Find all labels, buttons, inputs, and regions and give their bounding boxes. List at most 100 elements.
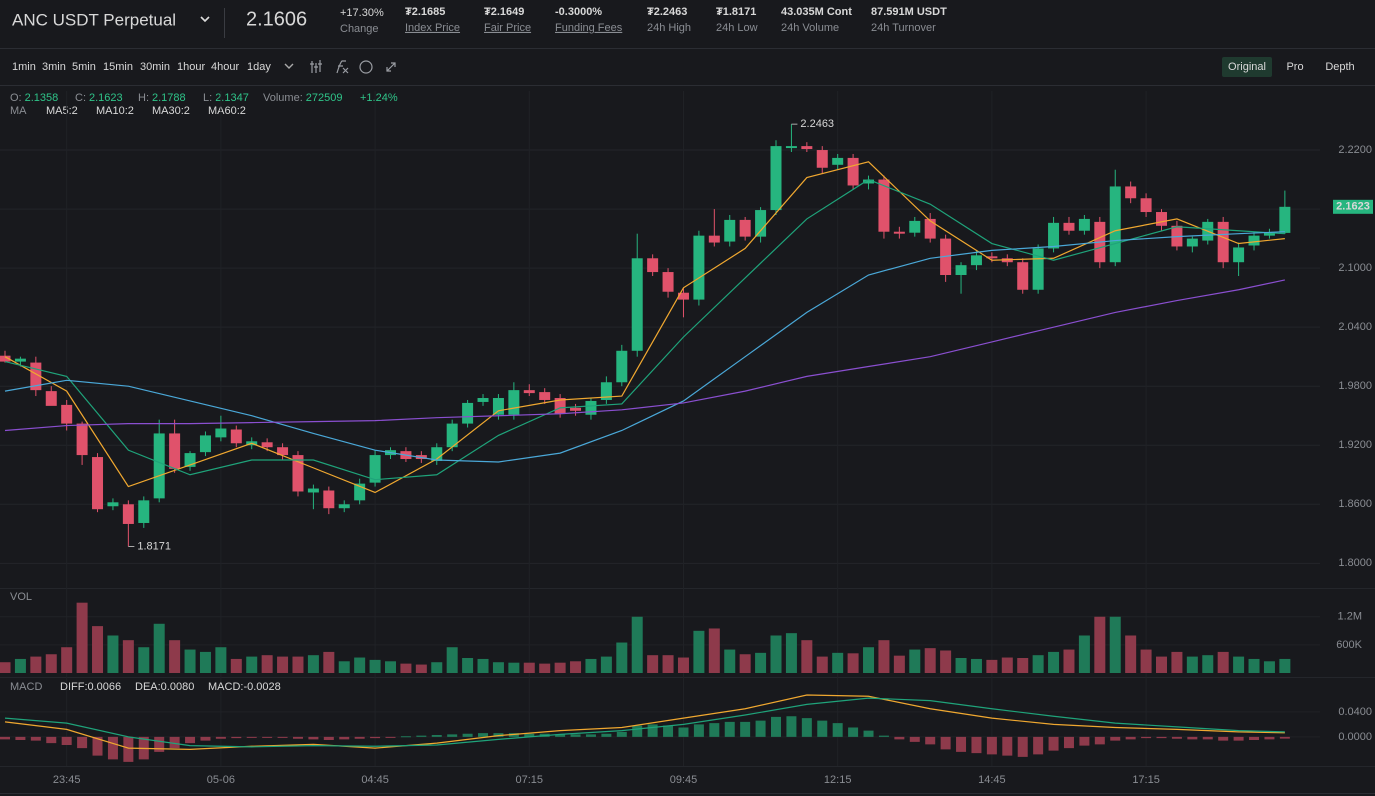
- candle-body: [215, 428, 227, 438]
- x-tick-label: 05-06: [207, 774, 235, 786]
- macd-bar: [925, 736, 936, 745]
- stat-value: ₮2.1685: [405, 6, 445, 18]
- volume-bar: [616, 642, 628, 673]
- volume-bar: [940, 650, 952, 673]
- volume-bar: [477, 658, 489, 673]
- candle-type-icon[interactable]: [310, 60, 322, 73]
- macd-bar: [817, 720, 828, 737]
- macd-bar: [1125, 736, 1136, 740]
- macd-bar: [92, 736, 103, 756]
- macd-bar: [77, 736, 88, 749]
- volume-bar: [662, 655, 674, 673]
- indicator-icon[interactable]: [336, 60, 349, 74]
- macd-bar: [123, 736, 134, 762]
- stat-label: Fair Price: [484, 22, 531, 34]
- volume-bar: [1248, 658, 1260, 673]
- interval-dropdown[interactable]: [284, 63, 294, 69]
- stat-value: -0.3000%: [555, 6, 602, 18]
- stat-label: 24h High: [647, 22, 691, 34]
- interval-button[interactable]: 1day: [247, 61, 271, 73]
- macd-bar: [555, 734, 566, 737]
- candle-body: [61, 404, 73, 424]
- info-label: C:: [75, 92, 86, 104]
- candle-body: [847, 157, 859, 186]
- interval-button[interactable]: 15min: [103, 61, 133, 73]
- volume-bar: [832, 652, 844, 673]
- symbol-dropdown[interactable]: [200, 16, 210, 23]
- macd-bar: [400, 736, 411, 738]
- view-button[interactable]: Depth: [1325, 61, 1354, 73]
- volume-bar: [169, 640, 181, 673]
- volume-bar: [708, 628, 720, 673]
- candle-body: [354, 483, 366, 501]
- fullscreen-icon[interactable]: [386, 62, 396, 72]
- info-label: H:: [138, 92, 149, 104]
- macd-bar: [1218, 736, 1229, 741]
- interval-button[interactable]: 3min: [42, 61, 66, 73]
- candle-body: [338, 504, 350, 509]
- candle-body: [677, 292, 689, 300]
- volume-bar: [184, 649, 196, 673]
- volume-bar: [693, 630, 705, 673]
- macd-bar: [370, 736, 381, 739]
- volume-bar: [1263, 661, 1275, 673]
- stat-value: ₮2.1649: [484, 6, 524, 18]
- macd-bar: [1187, 736, 1198, 740]
- candle-body: [770, 146, 782, 211]
- candle-body: [785, 146, 797, 149]
- view-button[interactable]: Pro: [1286, 61, 1303, 73]
- macd-bar: [1279, 736, 1290, 739]
- volume-bar: [1156, 656, 1167, 673]
- diff-line: [4, 694, 1285, 750]
- volume-bar: [446, 647, 458, 673]
- macd-bar: [1063, 736, 1074, 749]
- ma-line: [4, 231, 1285, 463]
- volume-bar: [369, 659, 381, 673]
- interval-button[interactable]: 4hour: [211, 61, 239, 73]
- settings-icon[interactable]: [359, 60, 373, 74]
- macd-bar: [292, 736, 303, 739]
- y-tick-label: 2.0400: [1338, 321, 1372, 333]
- interval-button[interactable]: 30min: [140, 61, 170, 73]
- high-annotation: 2.2463: [800, 118, 834, 130]
- stat-label: Index Price: [405, 22, 460, 34]
- candle-body: [277, 447, 289, 456]
- view-button[interactable]: Original: [1228, 61, 1266, 73]
- macd-bar: [200, 736, 211, 741]
- volume-bar: [924, 648, 936, 673]
- macd-bar: [478, 733, 489, 737]
- macd-bar: [1171, 736, 1182, 739]
- volume-bar: [523, 662, 535, 673]
- candle-body: [986, 256, 998, 259]
- macd-bar: [956, 736, 967, 752]
- ma-legend: MA5:2: [46, 105, 78, 117]
- candle-body: [616, 350, 628, 383]
- candle-body: [1140, 198, 1152, 213]
- volume-bar: [585, 658, 597, 673]
- candle-body: [122, 504, 134, 524]
- view-button-bg: [1222, 57, 1272, 77]
- interval-button[interactable]: 1hour: [177, 61, 205, 73]
- interval-button[interactable]: 5min: [72, 61, 96, 73]
- candle-body: [816, 150, 828, 168]
- macd-bar: [447, 734, 458, 737]
- macd-bar: [740, 721, 751, 737]
- candle-body: [955, 265, 967, 276]
- candle-body: [1063, 222, 1075, 231]
- macd-bar: [231, 736, 242, 739]
- symbol[interactable]: ANC USDT Perpetual: [12, 10, 176, 29]
- macd-bar: [339, 736, 350, 740]
- volume-bar: [1048, 651, 1060, 673]
- macd-bar: [1110, 736, 1121, 741]
- volume-bar: [1063, 649, 1075, 673]
- stat-value: 43.035M Cont: [781, 6, 852, 18]
- volume-bar: [14, 658, 26, 673]
- macd-bar: [832, 723, 843, 737]
- volume-bar: [1171, 651, 1183, 673]
- candle-body: [1032, 248, 1044, 290]
- volume-bar: [816, 656, 828, 673]
- interval-button[interactable]: 1min: [12, 61, 36, 73]
- macd-bar: [632, 725, 643, 737]
- volume-bar: [677, 657, 689, 673]
- volume-bar: [415, 664, 427, 673]
